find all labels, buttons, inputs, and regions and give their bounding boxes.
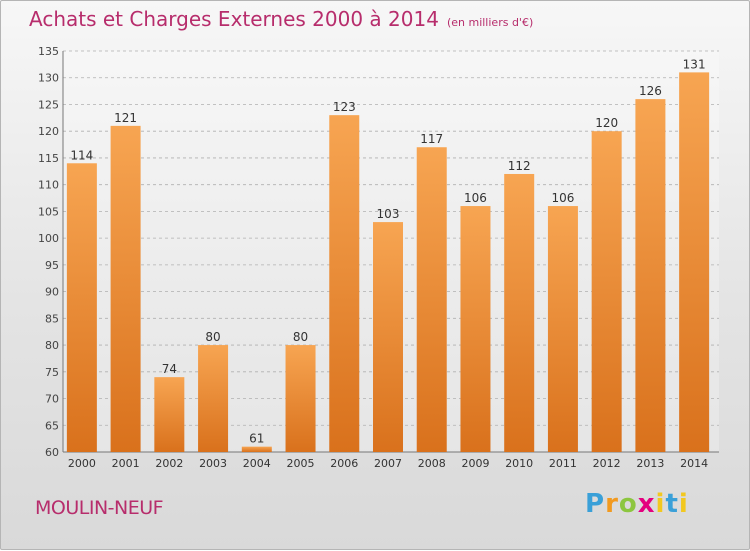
bar-value-label: 74 <box>162 362 177 376</box>
x-tick-label: 2000 <box>68 457 96 470</box>
y-tick-label: 125 <box>38 98 59 111</box>
bar-value-label: 114 <box>70 148 93 162</box>
x-tick-label: 2003 <box>199 457 227 470</box>
bar-value-label: 80 <box>205 330 220 344</box>
y-tick-label: 70 <box>45 393 59 406</box>
x-tick-label: 2008 <box>418 457 446 470</box>
bar-value-label: 123 <box>333 100 356 114</box>
bar-value-label: 117 <box>420 132 443 146</box>
bar <box>110 125 141 452</box>
bar <box>635 99 666 453</box>
title-text: Achats et Charges Externes 2000 à 2014 <box>29 7 439 31</box>
y-tick-label: 110 <box>38 179 59 192</box>
x-tick-label: 2005 <box>287 457 315 470</box>
proxiti-logo: Proxiti <box>585 489 689 519</box>
bar <box>416 147 447 453</box>
bar <box>591 131 622 452</box>
bar-value-label: 112 <box>508 159 531 173</box>
y-tick-label: 130 <box>38 72 59 85</box>
bar-value-label: 106 <box>551 191 574 205</box>
x-tick-label: 2006 <box>330 457 358 470</box>
bar-value-label: 121 <box>114 111 137 125</box>
y-tick-label: 60 <box>45 446 59 459</box>
y-tick-label: 105 <box>38 205 59 218</box>
bar <box>373 222 403 452</box>
y-tick-label: 95 <box>45 259 59 272</box>
y-tick-label: 85 <box>45 312 59 325</box>
bar-value-label: 80 <box>293 330 308 344</box>
bar <box>679 72 710 453</box>
bar <box>198 345 229 452</box>
x-tick-label: 2001 <box>112 457 140 470</box>
city-name: MOULIN-NEUF <box>35 497 164 519</box>
y-tick-label: 115 <box>38 152 59 165</box>
bar <box>460 206 491 452</box>
x-tick-label: 2007 <box>374 457 402 470</box>
bar <box>66 163 97 452</box>
x-tick-label: 2010 <box>505 457 533 470</box>
bar <box>329 115 360 452</box>
y-tick-label: 135 <box>38 45 59 58</box>
x-tick-label: 2013 <box>636 457 664 470</box>
bar-value-label: 120 <box>595 116 618 130</box>
y-tick-label: 75 <box>45 366 59 379</box>
bar-value-label: 131 <box>683 57 706 71</box>
x-tick-label: 2012 <box>593 457 621 470</box>
y-tick-label: 120 <box>38 125 59 138</box>
bar <box>154 377 185 452</box>
y-tick-label: 90 <box>45 286 59 299</box>
title-unit: (en milliers d'€) <box>446 16 534 29</box>
x-tick-label: 2002 <box>155 457 183 470</box>
bar-value-label: 61 <box>249 432 264 446</box>
bar-value-label: 103 <box>377 207 400 221</box>
bar <box>241 446 272 452</box>
y-tick-label: 100 <box>38 232 59 245</box>
bar-value-label: 106 <box>464 191 487 205</box>
bar <box>547 206 578 452</box>
bar <box>504 173 535 452</box>
bar-value-label: 126 <box>639 84 662 98</box>
chart-title: Achats et Charges Externes 2000 à 2014 (e… <box>29 7 533 31</box>
bar <box>285 345 316 452</box>
y-tick-label: 65 <box>45 419 59 432</box>
y-tick-label: 80 <box>45 339 59 352</box>
x-tick-label: 2004 <box>243 457 271 470</box>
x-tick-label: 2014 <box>680 457 708 470</box>
x-tick-label: 2009 <box>461 457 489 470</box>
x-tick-label: 2011 <box>549 457 577 470</box>
